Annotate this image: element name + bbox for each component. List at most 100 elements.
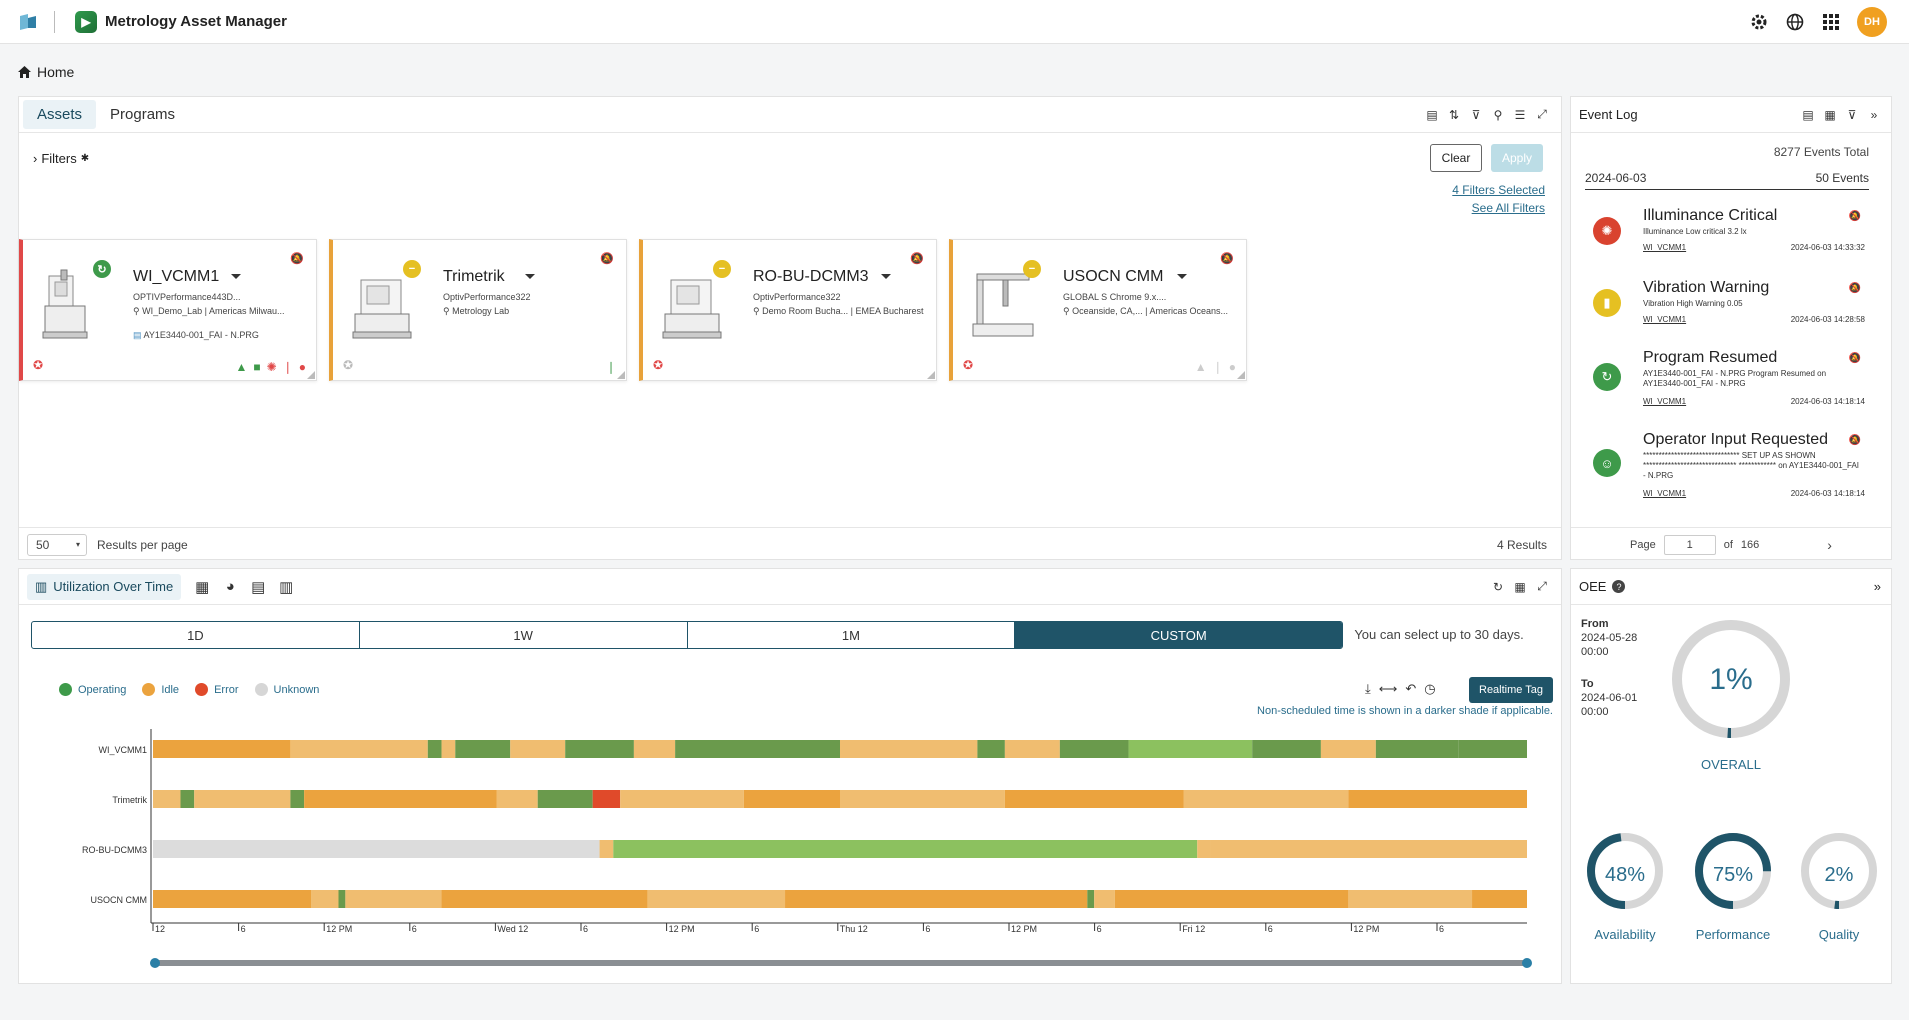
caret-down-icon[interactable]	[231, 274, 241, 279]
timeline-segment[interactable]	[427, 740, 442, 758]
timeline-segment[interactable]	[153, 890, 312, 908]
calendar-icon[interactable]: ▦	[1514, 579, 1526, 594]
bell-muted-icon[interactable]: 🔕	[910, 253, 924, 265]
expand-icon[interactable]: ⤢	[1537, 579, 1547, 593]
scrollbar-handle[interactable]	[1522, 958, 1532, 968]
program-time-icon[interactable]: ▤	[251, 578, 266, 596]
range-1w[interactable]: 1W	[360, 622, 688, 648]
range-custom[interactable]: CUSTOM	[1015, 622, 1342, 648]
event-asset-link[interactable]: WI_VCMM1	[1643, 489, 1687, 498]
export-icon[interactable]: ▤	[1802, 107, 1814, 122]
calendar-icon[interactable]: ▦	[1824, 107, 1836, 122]
gear-small-icon[interactable]: ✱	[80, 153, 90, 164]
bell-muted-icon[interactable]: 🔕	[1848, 435, 1861, 446]
timeline-segment[interactable]	[290, 740, 428, 758]
avatar[interactable]: DH	[1857, 6, 1887, 37]
filters-selected-link[interactable]: 4 Filters Selected	[1452, 183, 1545, 197]
timeline-segment[interactable]	[647, 890, 786, 908]
timeline-segment[interactable]	[441, 740, 456, 758]
asset-card-ro-bu-dcmm3[interactable]: − RO-BU-DCMM3 OptivPerformance322 ⚲ Demo…	[639, 239, 937, 381]
apps-grid-icon[interactable]	[1821, 12, 1841, 32]
timeline-scrollbar[interactable]	[155, 960, 1527, 966]
event-item[interactable]: ☺ Operator Input Requested *************…	[1585, 431, 1865, 503]
timeline-segment[interactable]	[1375, 740, 1459, 758]
timeline-segment[interactable]	[194, 790, 291, 808]
timeline-segment[interactable]	[1183, 790, 1349, 808]
sort-icon[interactable]: ⇅	[1448, 107, 1460, 122]
timeline-segment[interactable]	[304, 790, 497, 808]
bell-muted-icon[interactable]: 🔕	[290, 253, 304, 265]
timeline-segment[interactable]	[675, 740, 840, 758]
fit-width-icon[interactable]: ⟷	[1378, 681, 1398, 696]
refresh-icon[interactable]: ↻	[1492, 579, 1504, 594]
timeline-segment[interactable]	[441, 890, 648, 908]
filters-toggle[interactable]: › Filters ✱	[33, 151, 89, 166]
bell-muted-icon[interactable]: 🔕	[600, 253, 614, 265]
filter-icon[interactable]: ⊽	[1847, 107, 1857, 122]
clear-filter-icon[interactable]: ⊽	[1471, 107, 1481, 122]
export-icon[interactable]: ▤	[1426, 107, 1438, 122]
timeline-segment[interactable]	[1197, 840, 1211, 858]
timeline-segment[interactable]	[510, 740, 566, 758]
timeline-segment[interactable]	[599, 840, 614, 858]
timeline-segment[interactable]	[613, 840, 1198, 858]
timeline-segment[interactable]	[840, 790, 1005, 808]
timeline-segment[interactable]	[785, 890, 1088, 908]
see-all-filters-link[interactable]: See All Filters	[1471, 201, 1545, 215]
map-pin-icon[interactable]: ⚲	[1493, 107, 1503, 122]
asset-card-wi-vcmm1[interactable]: ↻ WI_VCMM1 OPTIVPerformance443D... ⚲ WI_…	[19, 239, 317, 381]
timeline-segment[interactable]	[1094, 890, 1115, 908]
page-input[interactable]: 1	[1663, 534, 1716, 555]
caret-down-icon[interactable]	[1177, 274, 1187, 279]
alarm-chart-icon[interactable]: ◕	[225, 578, 235, 595]
download-icon[interactable]: ⤓	[1365, 681, 1371, 696]
utilization-timeline[interactable]: WI_VCMM1 Trimetrik RO-BU-DCMM3 USOCN CMM 12 6…	[19, 569, 1563, 985]
per-page-select[interactable]: 50 ▾	[27, 533, 87, 556]
undo-icon[interactable]: ↶	[1405, 681, 1417, 696]
tab-assets[interactable]: Assets	[23, 100, 97, 129]
timeline-segment[interactable]	[977, 740, 1005, 758]
zeiss-logo-icon[interactable]	[18, 12, 38, 32]
apply-button[interactable]: Apply	[1491, 144, 1543, 172]
asset-card-usocn-cmm[interactable]: − USOCN CMM GLOBAL S Chrome 9.x.... ⚲ Oc…	[949, 239, 1247, 381]
bell-muted-icon[interactable]: 🔕	[1848, 353, 1861, 364]
timeline-segment[interactable]	[743, 790, 840, 808]
timeline-segment[interactable]	[1458, 740, 1527, 758]
event-item[interactable]: ↻ Program Resumed AY1E3440-001_FAI - N.P…	[1585, 349, 1865, 409]
timeline-segment[interactable]	[290, 790, 305, 808]
legend-idle[interactable]: Idle	[142, 683, 179, 696]
timeline-segment[interactable]	[153, 840, 600, 858]
tab-utilization-over-time[interactable]: ▥ Utilization Over Time	[27, 573, 182, 600]
asset-name[interactable]: USOCN CMM	[1063, 268, 1164, 285]
timeline-segment[interactable]	[1128, 740, 1253, 758]
asset-name[interactable]: WI_VCMM1	[133, 268, 220, 285]
timeline-segment[interactable]	[338, 890, 346, 908]
event-asset-link[interactable]: WI_VCMM1	[1643, 315, 1687, 324]
asset-card-trimetrik[interactable]: − Trimetrik OptivPerformance322 ⚲ Metrol…	[329, 239, 627, 381]
asset-name[interactable]: RO-BU-DCMM3	[753, 268, 869, 285]
scrollbar-handle[interactable]	[150, 958, 160, 968]
timeline-segment[interactable]	[840, 740, 978, 758]
timeline-segment[interactable]	[537, 790, 593, 808]
timeline-segment[interactable]	[311, 890, 339, 908]
chevron-right-icon[interactable]: ›	[1827, 536, 1832, 553]
timeline-segment[interactable]	[1472, 890, 1527, 908]
timeline-segment[interactable]	[1004, 790, 1184, 808]
timeline-segment[interactable]	[620, 790, 744, 808]
event-asset-link[interactable]: WI_VCMM1	[1643, 243, 1687, 252]
timeline-segment[interactable]	[153, 790, 181, 808]
clear-button[interactable]: Clear	[1430, 144, 1482, 172]
globe-icon[interactable]	[1785, 12, 1805, 32]
stacked-chart-icon[interactable]: ▦	[195, 578, 210, 596]
collapse-icon[interactable]: »	[1870, 107, 1878, 122]
timeline-segment[interactable]	[1348, 790, 1527, 808]
timeline-segment[interactable]	[565, 740, 634, 758]
timeline-segment[interactable]	[1210, 840, 1527, 858]
timeline-segment[interactable]	[1114, 890, 1349, 908]
timeline-segment[interactable]	[345, 890, 442, 908]
event-item[interactable]: ▮ Vibration Warning Vibration High Warni…	[1585, 279, 1865, 339]
timeline-segment[interactable]	[180, 790, 195, 808]
timeline-segment[interactable]	[496, 790, 538, 808]
caret-down-icon[interactable]	[525, 274, 535, 279]
list-view-icon[interactable]: ☰	[1514, 107, 1526, 122]
